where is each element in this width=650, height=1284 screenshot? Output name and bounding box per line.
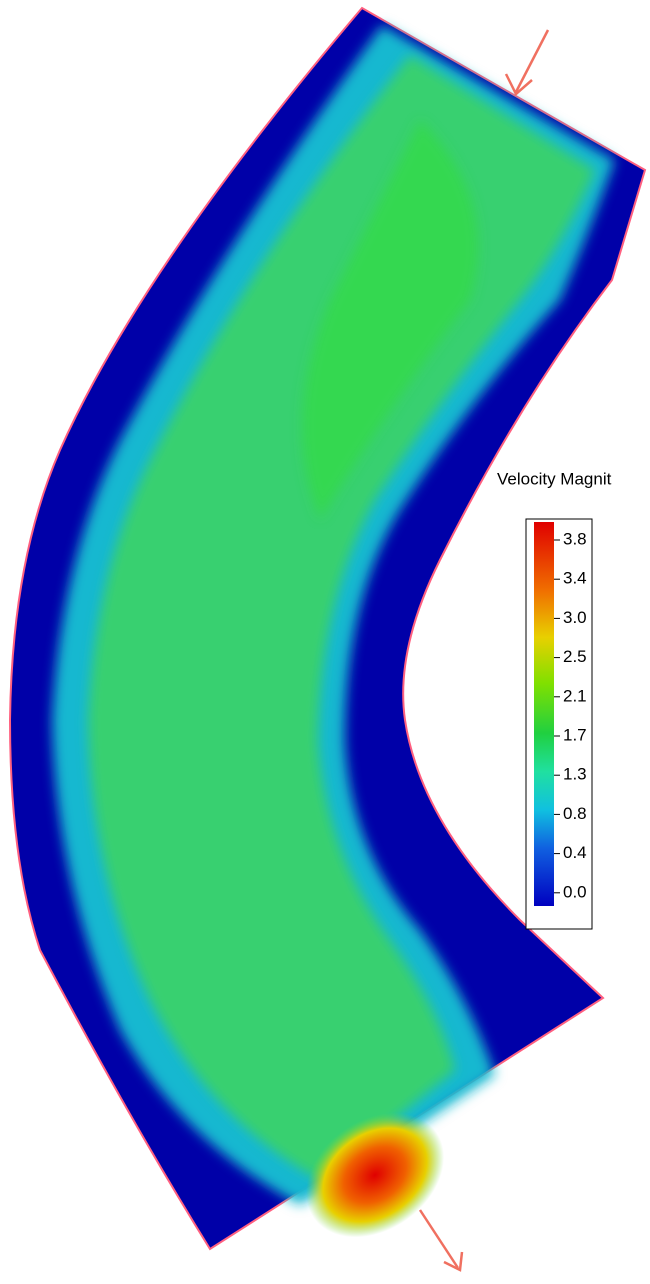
outlet-arrow — [418, 1209, 464, 1272]
color-legend: Velocity Magnit 3.8 3.4 3.0 2.5 2.1 1.7 1.3 0.8… — [497, 469, 612, 930]
legend-tick-label: 3.8 — [563, 529, 587, 548]
inlet-arrow — [504, 29, 550, 97]
high-velocity-zone — [305, 1112, 445, 1238]
legend-tick-label: 3.0 — [563, 608, 587, 627]
legend-tick-label: 1.7 — [563, 725, 587, 744]
legend-tick-label: 0.4 — [563, 843, 587, 862]
legend-tick-label: 1.3 — [563, 765, 587, 784]
legend-tick-label: 0.0 — [563, 882, 587, 901]
legend-title: Velocity Magnit — [497, 469, 612, 488]
legend-tick-label: 0.8 — [563, 804, 587, 823]
color-bar — [534, 522, 554, 906]
legend-tick-label: 3.4 — [563, 569, 587, 588]
flow-region-fast — [302, 120, 479, 520]
legend-tick-label: 2.1 — [563, 686, 587, 705]
legend-tick-label: 2.5 — [563, 647, 587, 666]
flow-region-core — [88, 55, 595, 1180]
